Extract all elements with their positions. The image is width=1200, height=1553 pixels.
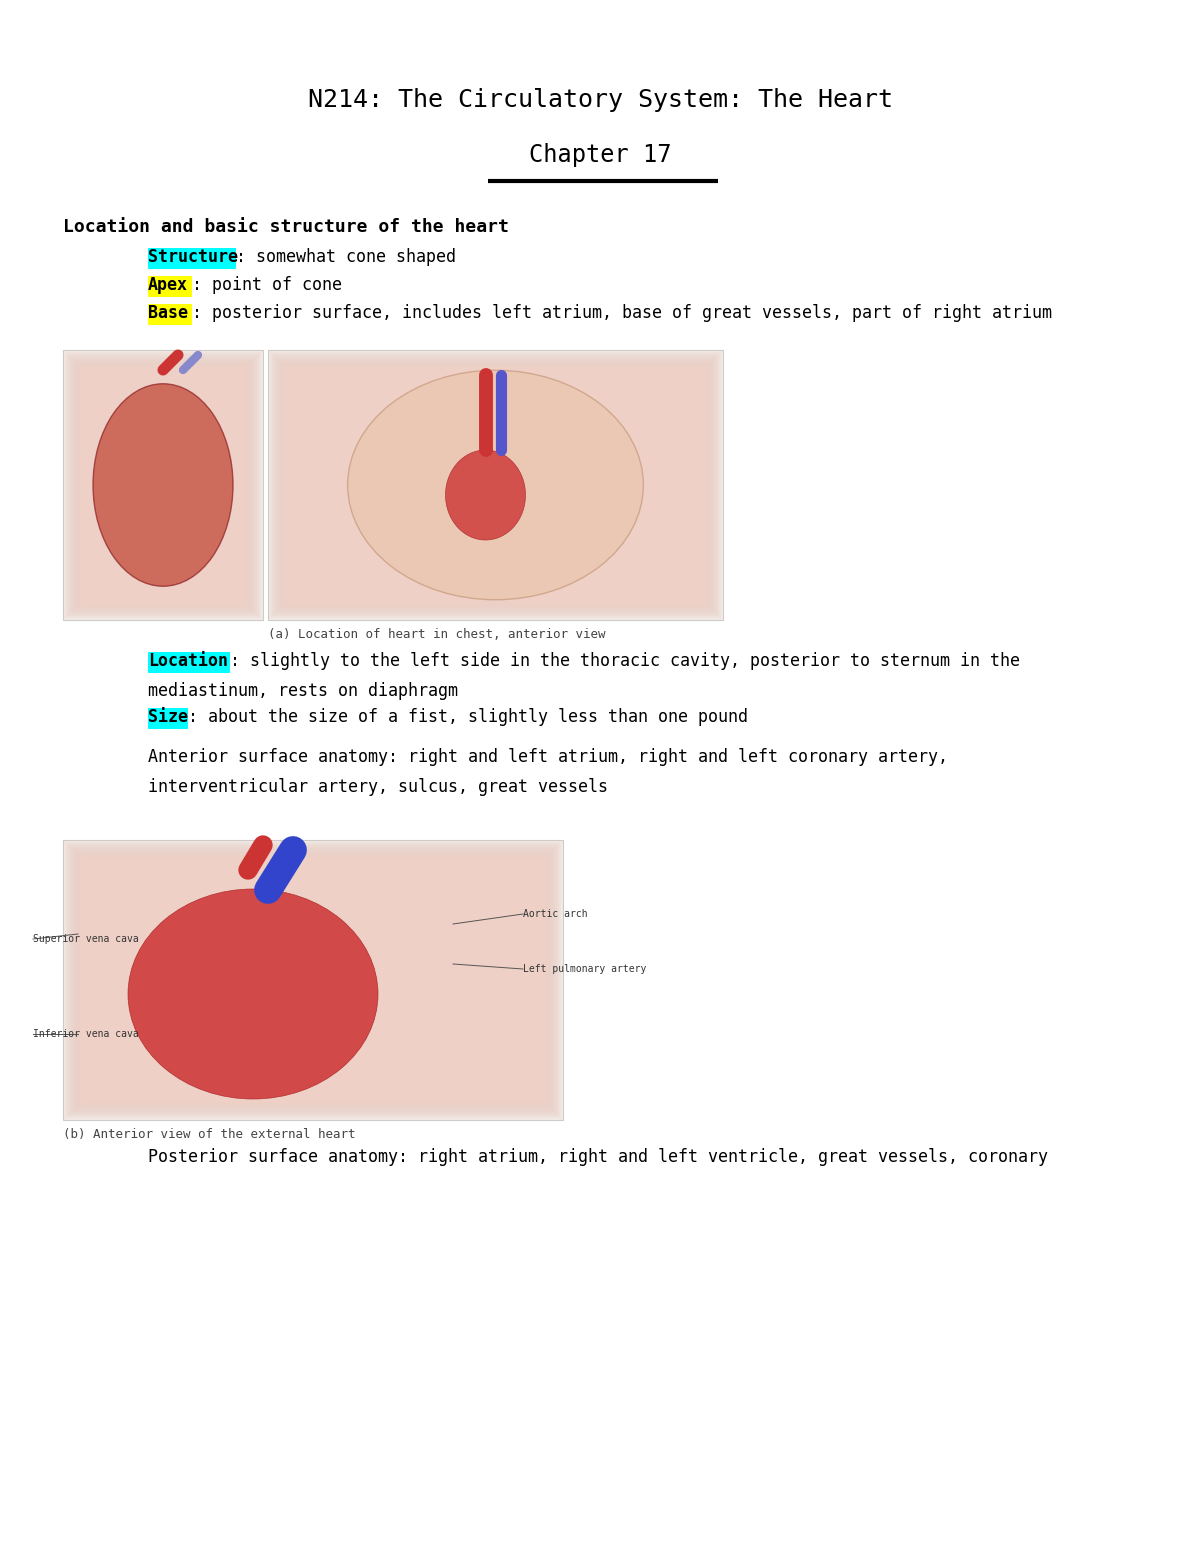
Bar (268, 349, 722, 620)
Text: Aortic arch: Aortic arch (523, 909, 588, 919)
Bar (79, 367, 247, 604)
Text: Inferior vena cava: Inferior vena cava (34, 1030, 139, 1039)
Text: mediastinum, rests on diaphragm: mediastinum, rests on diaphragm (148, 682, 458, 700)
Ellipse shape (348, 370, 643, 599)
Text: : somewhat cone shaped: : somewhat cone shaped (236, 248, 456, 266)
Bar (268, 349, 722, 620)
Text: : point of cone: : point of cone (192, 276, 342, 294)
Text: Anterior surface anatomy: right and left atrium, right and left coronary artery,: Anterior surface anatomy: right and left… (148, 749, 948, 766)
Bar (73, 360, 253, 610)
Bar (67, 843, 559, 1117)
Bar (64, 840, 563, 1120)
Bar (270, 353, 721, 618)
Bar (284, 367, 707, 604)
Text: : posterior surface, includes left atrium, base of great vessels, part of right : : posterior surface, includes left atriu… (192, 304, 1052, 321)
Bar (74, 853, 551, 1107)
Text: N214: The Circulatory System: The Heart: N214: The Circulatory System: The Heart (307, 89, 893, 112)
Bar (148, 248, 236, 269)
Bar (64, 840, 563, 1120)
Bar (65, 842, 562, 1118)
Bar (65, 353, 262, 618)
Text: Base: Base (148, 304, 188, 321)
Bar (79, 856, 547, 1104)
Text: Posterior surface anatomy: right atrium, right and left ventricle, great vessels: Posterior surface anatomy: right atrium,… (148, 1148, 1048, 1166)
Text: Structure: Structure (148, 248, 238, 266)
Ellipse shape (128, 888, 378, 1100)
Bar (278, 360, 713, 610)
Bar (282, 363, 709, 606)
Text: (b) Anterior view of the external heart: (b) Anterior view of the external heart (64, 1127, 355, 1141)
Text: Chapter 17: Chapter 17 (529, 143, 671, 168)
Bar (286, 368, 706, 603)
Bar (148, 304, 192, 325)
Bar (74, 362, 251, 609)
Bar (71, 359, 256, 612)
Bar (82, 857, 545, 1103)
Bar (67, 354, 259, 617)
Text: Location: Location (148, 652, 228, 669)
Text: interventricular artery, sulcus, great vessels: interventricular artery, sulcus, great v… (148, 778, 608, 797)
Bar (274, 356, 718, 613)
Bar (276, 359, 715, 612)
Ellipse shape (94, 384, 233, 585)
Bar (148, 276, 192, 297)
Text: Size: Size (148, 708, 188, 725)
Bar (280, 362, 710, 609)
Bar (70, 846, 557, 1114)
Text: (a) Location of heart in chest, anterior view: (a) Location of heart in chest, anterior… (268, 627, 606, 641)
Bar (148, 652, 230, 672)
Text: Left pulmonary artery: Left pulmonary artery (523, 964, 647, 974)
Bar (64, 349, 263, 620)
Bar (77, 363, 250, 606)
Text: Superior vena cava: Superior vena cava (34, 933, 139, 944)
Bar (70, 356, 257, 613)
Bar (272, 354, 719, 617)
Text: Apex: Apex (148, 276, 188, 294)
Bar (71, 848, 554, 1112)
Ellipse shape (445, 450, 526, 540)
Bar (73, 849, 553, 1110)
Bar (64, 349, 263, 620)
Bar (148, 708, 188, 728)
Bar (82, 368, 245, 603)
Bar (77, 854, 550, 1106)
Text: : about the size of a fist, slightly less than one pound: : about the size of a fist, slightly les… (188, 708, 748, 725)
Text: : slightly to the left side in the thoracic cavity, posterior to sternum in the: : slightly to the left side in the thora… (230, 652, 1020, 669)
Text: Location and basic structure of the heart: Location and basic structure of the hear… (64, 217, 509, 236)
